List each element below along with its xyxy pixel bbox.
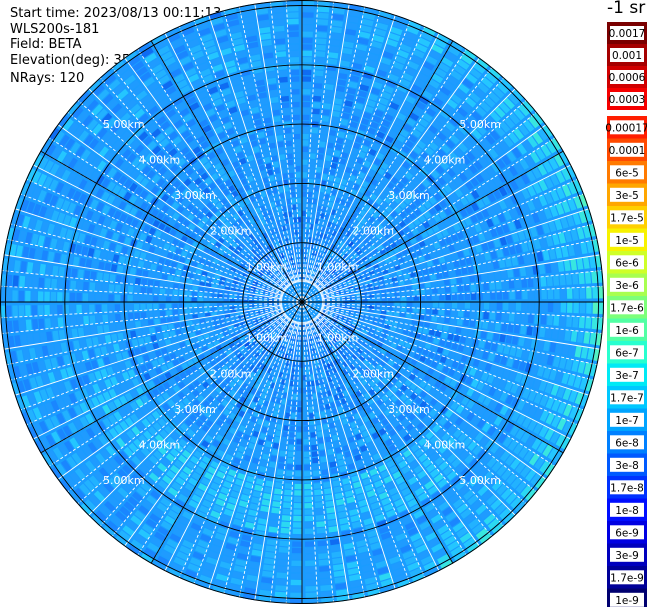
colorbar-label-box [610,592,644,607]
colorbar-label: 6e-7 [615,347,639,359]
radial-line-240 [40,301,303,454]
start-time-label: Start time: 2023/08/13 00:11:13 [10,6,222,21]
radial-line-120 [301,301,564,454]
colorbar-label-box [610,120,644,135]
colorbar-label: 3e-6 [615,280,639,292]
colorbar-label: 0.0003 [609,94,646,106]
colorbar-label: 6e-6 [615,257,639,269]
radial-line-210 [150,301,303,564]
colorbar-label: 0.00017 [605,122,647,134]
radial-line-60 [301,150,564,303]
range-ring-label: 2.00km [210,225,252,238]
colorbar: 0.0017 0.001 0.0006 0.0003 0.00017 0.0001 6e-5… [605,22,647,607]
range-ring-label: 4.00km [424,153,466,166]
radial-line-300 [40,150,303,303]
colorbar-label: 1.7e-5 [610,212,644,224]
colorbar-label: 1.7e-9 [610,572,644,584]
colorbar-label-box [610,412,644,427]
elevation-label: Elevation(deg): 35.30 [10,53,151,68]
field-label: Field: BETA [10,37,82,52]
colorbar-label-box [610,187,644,202]
colorbar-label: 6e-8 [615,437,639,449]
radial-lines [0,0,604,604]
range-ring-label: 5.00km [103,474,145,487]
range-ring-label: 4.00km [424,439,466,452]
range-ring-label: 3.00km [388,403,430,416]
colorbar-label: 1e-6 [615,325,639,337]
range-ring-label: 1.00km [317,260,359,273]
range-ring-label: 2.00km [353,225,395,238]
colorbar-label: 0.001 [612,50,642,62]
colorbar-label: 1e-5 [615,235,639,247]
colorbar-label-box [610,435,644,450]
colorbar-label: 1e-9 [615,595,639,607]
colorbar-label-box [610,525,644,540]
range-ring-label: 5.00km [103,118,145,131]
colorbar-label-box [610,92,644,106]
colorbar-label-box [610,367,644,382]
colorbar-label: 3e-5 [615,190,639,202]
colorbar-label-box [610,322,644,337]
range-ring-label: 3.00km [388,189,430,202]
range-ring-label: 3.00km [174,403,216,416]
colorbar-label-box [610,570,644,585]
colorbar-label-box [610,480,644,495]
range-ring-label: 1.00km [317,332,359,345]
colorbar-label: 6e-9 [615,527,639,539]
colorbar-label: 1e-7 [615,415,639,427]
colorbar-label-box [610,48,644,62]
colorbar-label: 0.0001 [609,145,646,157]
colorbar-label-box [610,390,644,405]
range-ring-label: 1.00km [246,260,288,273]
instrument-label: WLS200s-181 [10,22,100,37]
colorbar-title: -1 sr [607,0,646,18]
nrays-label: NRays: 120 [10,71,85,86]
colorbar-label-box [610,26,644,40]
range-ring-label: 4.00km [139,439,181,452]
range-ring-label: 2.00km [210,367,252,380]
range-ring-label: 4.00km [139,153,181,166]
colorbar-label: 1.7e-8 [610,482,644,494]
colorbar-label-box [610,210,644,225]
colorbar-label: 6e-5 [615,167,639,179]
range-ring-label: 5.00km [459,474,501,487]
colorbar-label-box [610,70,644,84]
colorbar-label-box [610,457,644,472]
colorbar-label-box [610,345,644,360]
colorbar-label-box [610,277,644,292]
colorbar-label-box [610,232,644,247]
colorbar-label-box [610,547,644,562]
colorbar-label-box [610,165,644,180]
colorbar-label-box [610,300,644,315]
colorbar-label: 1e-8 [615,505,639,517]
colorbar-label-box [610,502,644,517]
range-ring-label: 3.00km [174,189,216,202]
colorbar-label: 3e-8 [615,460,639,472]
radial-line-150 [301,301,454,564]
colorbar-label: 0.0006 [609,72,646,84]
colorbar-label: 1.7e-7 [610,392,644,404]
colorbar-label: 3e-9 [615,550,639,562]
colorbar-label: 0.0017 [609,28,646,40]
range-ring-label: 2.00km [353,367,395,380]
radial-line-330 [150,40,303,303]
range-ring-label: 1.00km [246,332,288,345]
colorbar-label: 3e-7 [615,370,639,382]
radial-line-30 [301,40,454,303]
colorbar-label-box [610,255,644,270]
range-ring-label: 5.00km [459,118,501,131]
range-ring-labels: 1.00km 1.00km 1.00km 1.00km 2.00km 2.00km 2.00… [103,118,501,487]
colorbar-label-box [610,142,644,157]
colorbar-label: 1.7e-6 [610,302,644,314]
